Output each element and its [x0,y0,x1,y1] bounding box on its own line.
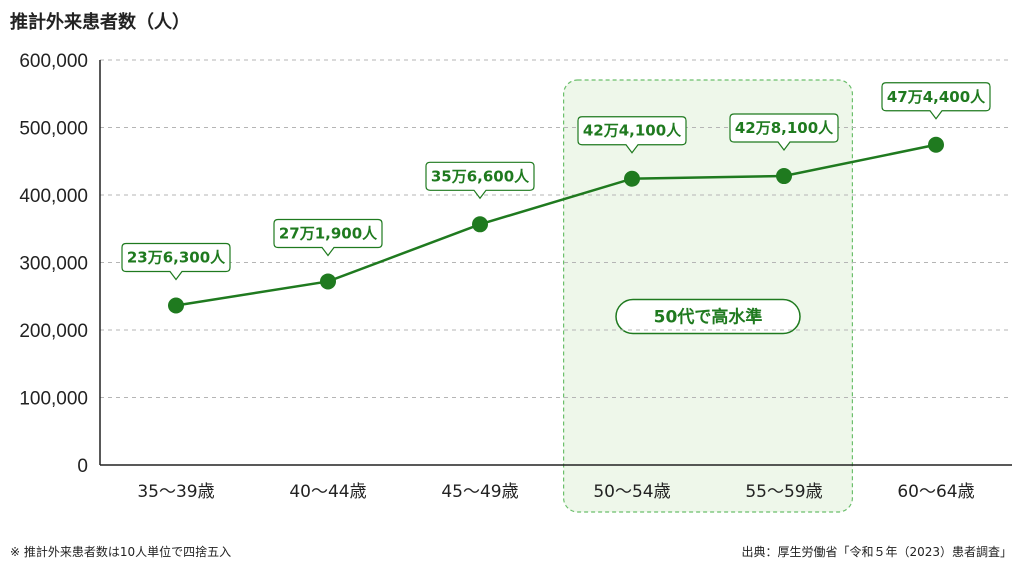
source-note: 出典：厚生労働省「令和５年（2023）患者調査」 [741,544,1012,559]
y-tick-label: 400,000 [19,186,88,207]
data-point [928,136,944,153]
data-point [472,216,488,233]
highlight-band [562,79,853,513]
y-tick-label: 500,000 [19,119,88,140]
x-tick-label: 35〜39歳 [137,482,214,502]
y-axis-title: 推計外来患者数（人） [10,11,190,33]
data-label-bubble [881,82,991,120]
data-point [320,273,336,290]
x-tick-label: 45〜49歳 [441,482,518,502]
y-tick-label: 100,000 [19,389,88,410]
x-tick-label: 60〜64歳 [897,482,974,502]
data-label-bubble [273,218,383,257]
x-tick-label: 55〜59歳 [745,482,822,502]
data-point [776,168,792,185]
data-label: 42万4,100人 [583,122,682,140]
data-point [168,297,184,314]
series-line [175,143,937,307]
y-tick-label: 0 [77,456,88,477]
x-tick-label: 40〜44歳 [289,482,366,502]
footnote: ※ 推計外来患者数は10人単位で四捨五入 [10,544,231,559]
highlight-callout-text: 50代で高水準 [654,307,763,328]
x-tick-label: 50〜54歳 [593,482,670,502]
data-label: 23万6,300人 [127,248,226,266]
data-label: 27万1,900人 [279,224,378,242]
y-tick-label: 300,000 [19,254,88,275]
data-label: 42万8,100人 [735,119,834,137]
y-tick-label: 200,000 [19,321,88,342]
data-label-bubble [425,161,535,200]
data-label: 35万6,600人 [431,167,530,185]
data-label-bubble [729,113,839,152]
data-label-bubble [577,116,687,154]
y-tick-label: 600,000 [19,51,88,72]
data-label-bubble [121,242,231,281]
highlight-callout-box [615,298,801,335]
data-point [624,170,640,187]
data-label: 47万4,400人 [887,88,986,106]
